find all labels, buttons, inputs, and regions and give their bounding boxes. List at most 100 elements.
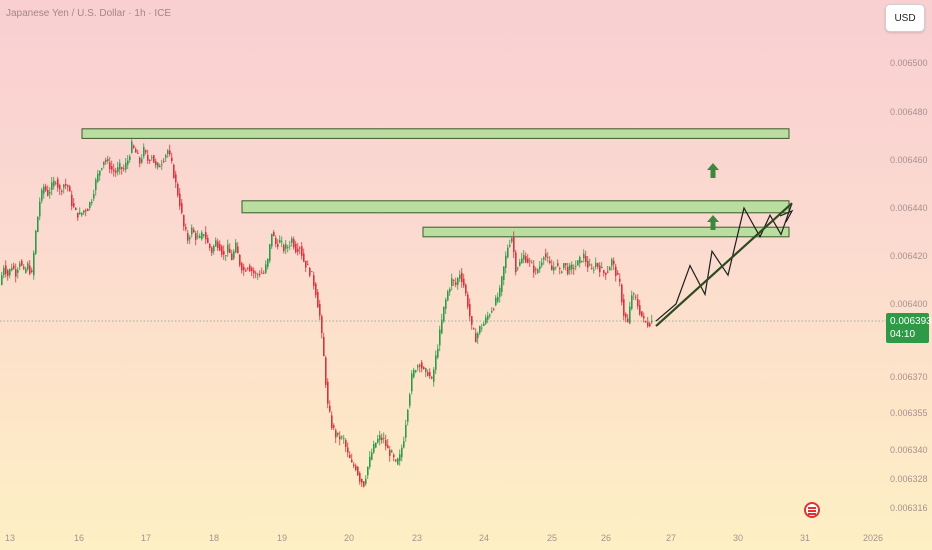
candle-body: [61, 191, 63, 192]
candle-body: [53, 180, 55, 187]
candle-body: [265, 264, 267, 273]
candle-body: [297, 248, 299, 252]
candle-body: [65, 184, 67, 186]
candle-body: [291, 238, 293, 243]
candle-body: [37, 216, 39, 232]
currency-button[interactable]: USD: [885, 4, 925, 32]
candle-body: [199, 236, 201, 238]
x-tick-label: 26: [601, 533, 611, 543]
candle-body: [545, 253, 547, 258]
candle-body: [381, 437, 383, 441]
candle-body: [273, 232, 275, 237]
candle-body: [201, 232, 203, 240]
candle-body: [415, 370, 417, 373]
candle-body: [479, 326, 481, 334]
candle-body: [649, 323, 651, 327]
candle-body: [121, 167, 123, 169]
candle-body: [581, 260, 583, 262]
candle-body: [557, 263, 559, 266]
candle-body: [363, 481, 365, 487]
candle-body: [467, 294, 469, 307]
candle-body: [547, 257, 549, 258]
candle-body: [333, 425, 335, 428]
candle-body: [43, 186, 45, 194]
candle-body: [355, 465, 357, 470]
candle-body: [163, 161, 165, 162]
candle-body: [143, 146, 145, 157]
candle-body: [247, 268, 249, 269]
candle-body: [45, 186, 47, 191]
x-tick-label: 16: [74, 533, 84, 543]
candle-body: [223, 251, 225, 255]
candle-body: [277, 244, 279, 247]
candle-body: [183, 215, 185, 227]
candle-body: [325, 357, 327, 385]
candle-body: [447, 291, 449, 301]
candle-body: [335, 430, 337, 438]
candle-body: [563, 263, 565, 268]
candle-body: [493, 308, 495, 310]
candle-body: [591, 268, 593, 269]
candle-body: [465, 284, 467, 294]
candle-body: [117, 167, 119, 172]
x-tick-label: 19: [277, 533, 287, 543]
candle-body: [173, 164, 175, 178]
candle-body: [81, 212, 83, 216]
candle-body: [519, 261, 521, 266]
candle-body: [529, 260, 531, 262]
candle-body: [589, 264, 591, 266]
candle-body: [139, 157, 141, 164]
candle-body: [535, 269, 537, 271]
candle-body: [461, 272, 463, 283]
uptrend-line: [655, 202, 793, 327]
candle-body: [373, 443, 375, 453]
candle-body: [315, 283, 317, 296]
candle-body: [145, 150, 147, 153]
candle-body: [617, 272, 619, 275]
candle-body: [13, 265, 15, 269]
candle-body: [205, 232, 207, 240]
candle-body: [537, 269, 539, 273]
candle-body: [9, 269, 11, 276]
y-tick-label: 0.006340: [890, 445, 928, 455]
up-arrow-icon: [707, 215, 719, 230]
candle-body: [39, 201, 41, 217]
candle-body: [11, 267, 13, 271]
candle-body: [459, 274, 461, 279]
candle-body: [427, 372, 429, 376]
candle-body: [561, 271, 563, 273]
candle-body: [371, 452, 373, 460]
candle-body: [353, 464, 355, 466]
candle-body: [631, 295, 633, 309]
y-tick-label: 0.006500: [890, 58, 928, 68]
candle-body: [531, 262, 533, 264]
bar-countdown: 04:10: [890, 329, 916, 340]
candle-body: [345, 440, 347, 448]
candle-body: [67, 185, 69, 187]
candle-body: [523, 254, 525, 260]
candle-body: [487, 315, 489, 320]
candle-body: [635, 296, 637, 298]
candle-body: [7, 270, 9, 276]
candle-body: [567, 266, 569, 275]
resistance-zone: [81, 128, 790, 139]
candle-body: [1, 275, 3, 285]
candle-body: [495, 297, 497, 306]
candle-body: [439, 329, 441, 346]
candle-body: [573, 268, 575, 269]
candle-body: [483, 323, 485, 326]
candle-body: [197, 235, 199, 237]
candle-body: [227, 244, 229, 253]
candle-body: [421, 362, 423, 369]
candle-body: [241, 263, 243, 271]
x-tick-label: 30: [733, 533, 743, 543]
candle-body: [231, 253, 233, 260]
candle-body: [83, 210, 85, 213]
candle-body: [309, 268, 311, 276]
candle-body: [393, 454, 395, 458]
candle-body: [77, 212, 79, 218]
candle-body: [179, 193, 181, 207]
up-arrow-icon: [707, 163, 719, 178]
